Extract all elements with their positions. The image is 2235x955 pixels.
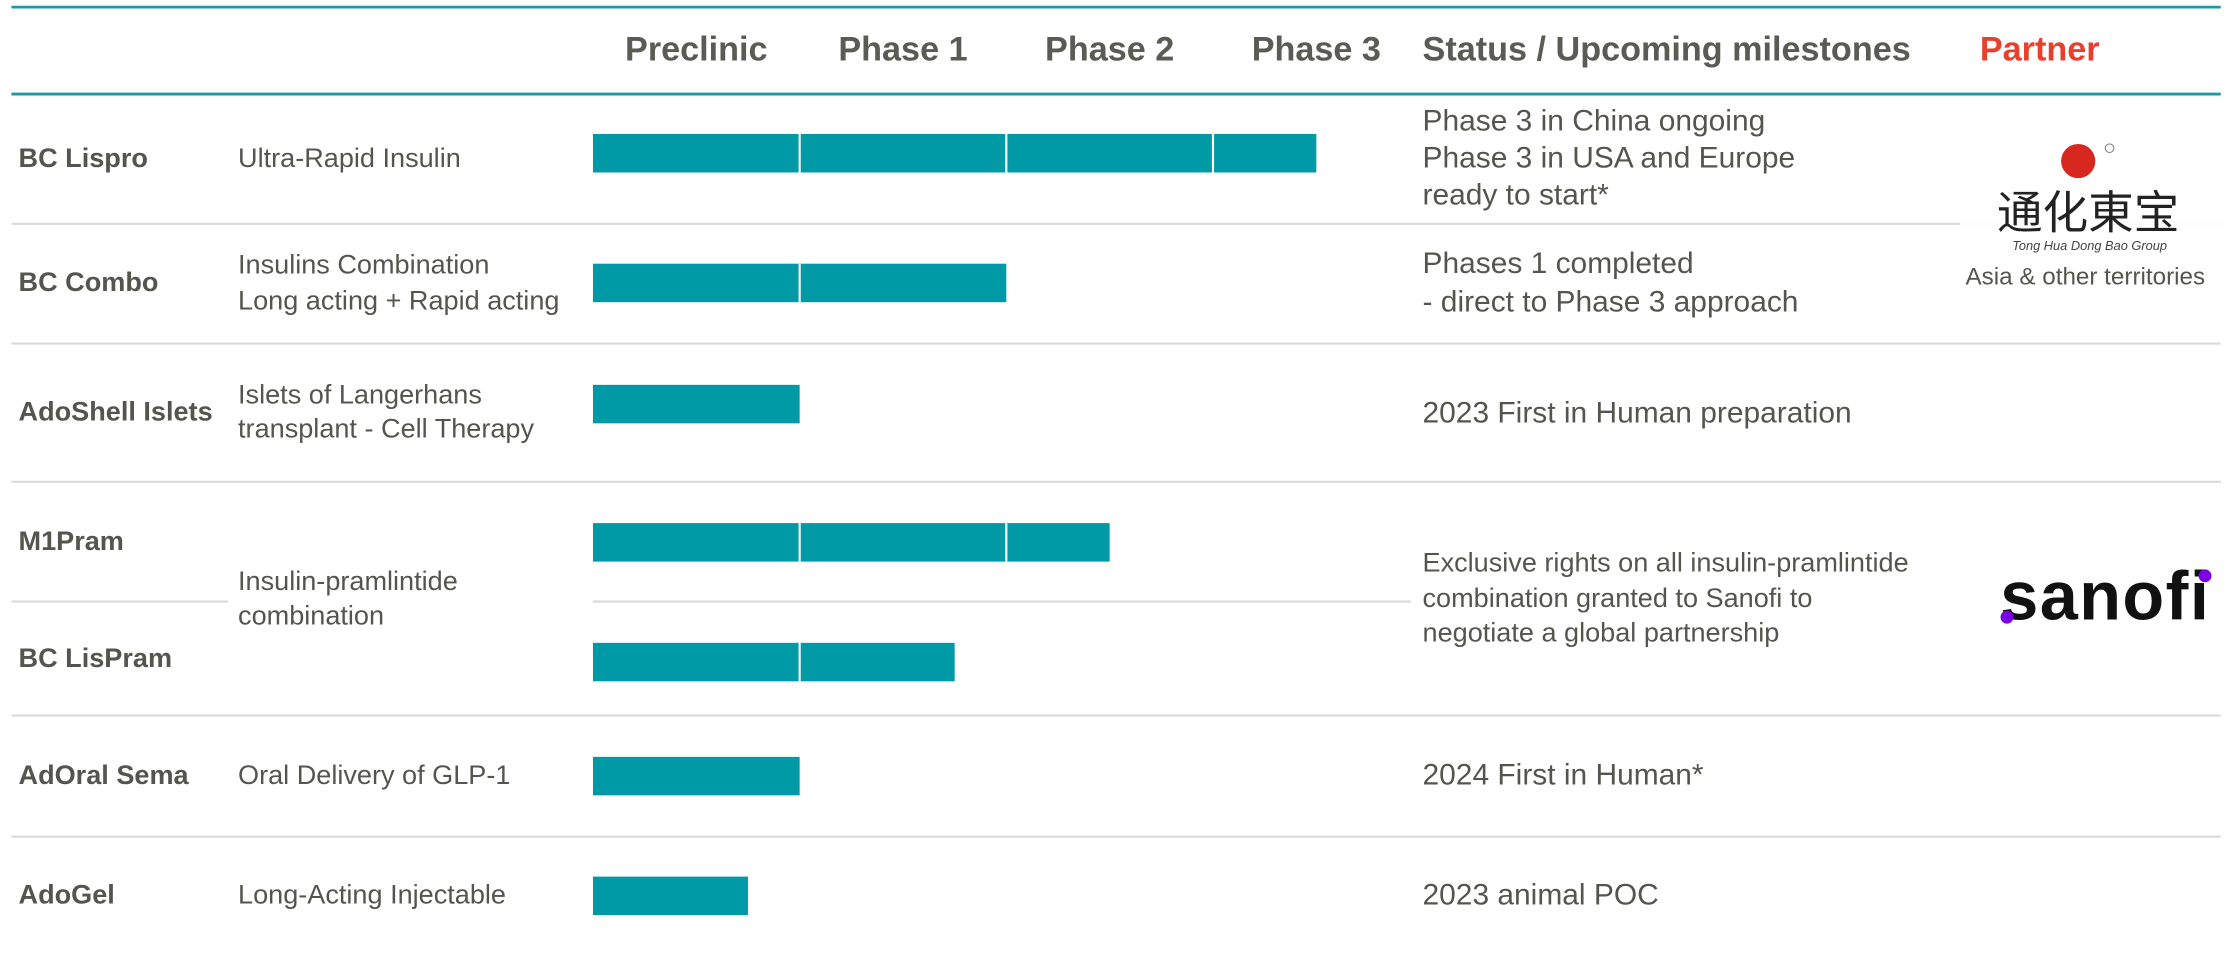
program-description: combination [238,599,384,630]
program-status: 2024 First in Human* [1423,759,1704,792]
program-name: BC LisPram [19,642,173,673]
program-name: AdoGel [19,879,115,910]
progress-bar [592,876,748,916]
program-name: BC Combo [19,266,159,297]
program-description: Long-Acting Injectable [238,879,506,910]
phase-header: Phase 1 [838,30,967,68]
program-description: Long acting + Rapid acting [238,284,559,315]
progress-bar [592,756,800,796]
program-description: transplant - Cell Therapy [238,413,534,444]
program-description: Islets of Langerhans [238,378,482,409]
progress-bar [592,384,800,424]
progress-bar [592,133,1317,173]
program-status: Phases 1 completed [1423,247,1694,280]
phase-header: Preclinic [625,30,768,68]
program-name: BC Lispro [19,142,148,173]
program-name: M1Pram [19,525,124,556]
logo-dot [2198,569,2212,583]
partner-logo-subtitle: Tong Hua Dong Bao Group [2012,238,2167,253]
program-status: Phase 3 in China ongoing [1423,104,1766,137]
program-status: ready to start* [1423,179,1610,212]
program-status: Exclusive rights on all insulin-pramlint… [1423,547,1909,578]
phase-header: Phase 2 [1045,30,1174,68]
program-description: Insulins Combination [238,249,489,280]
program-description: Oral Delivery of GLP-1 [238,759,510,790]
progress-bar [592,523,1110,562]
logo-registered [2104,143,2115,154]
program-description: Insulin-pramlintide [238,565,458,596]
program-status: 2023 First in Human preparation [1423,397,1852,430]
partner-logo: 通化東宝 [1997,188,2179,239]
program-status: 2023 animal POC [1423,878,1659,911]
phase-header: Phase 3 [1252,30,1381,68]
logo-emblem [2061,143,2096,179]
program-name: AdOral Sema [19,759,190,790]
program-status: - direct to Phase 3 approach [1423,286,1799,319]
program-status: combination granted to Sanofi to [1423,582,1813,613]
logo-dot [2000,610,2014,624]
program-description: Ultra-Rapid Insulin [238,142,461,173]
status-header: Status / Upcoming milestones [1423,30,1911,68]
progress-bar [592,642,955,682]
program-name: AdoShell Islets [19,396,213,427]
partner-logo: sanofi [2000,559,2210,635]
partner-header: Partner [1980,30,2100,68]
partner-territory: Asia & other territories [1966,263,2206,290]
program-status: negotiate a global partnership [1423,616,1780,647]
program-status: Phase 3 in USA and Europe [1423,142,1796,175]
